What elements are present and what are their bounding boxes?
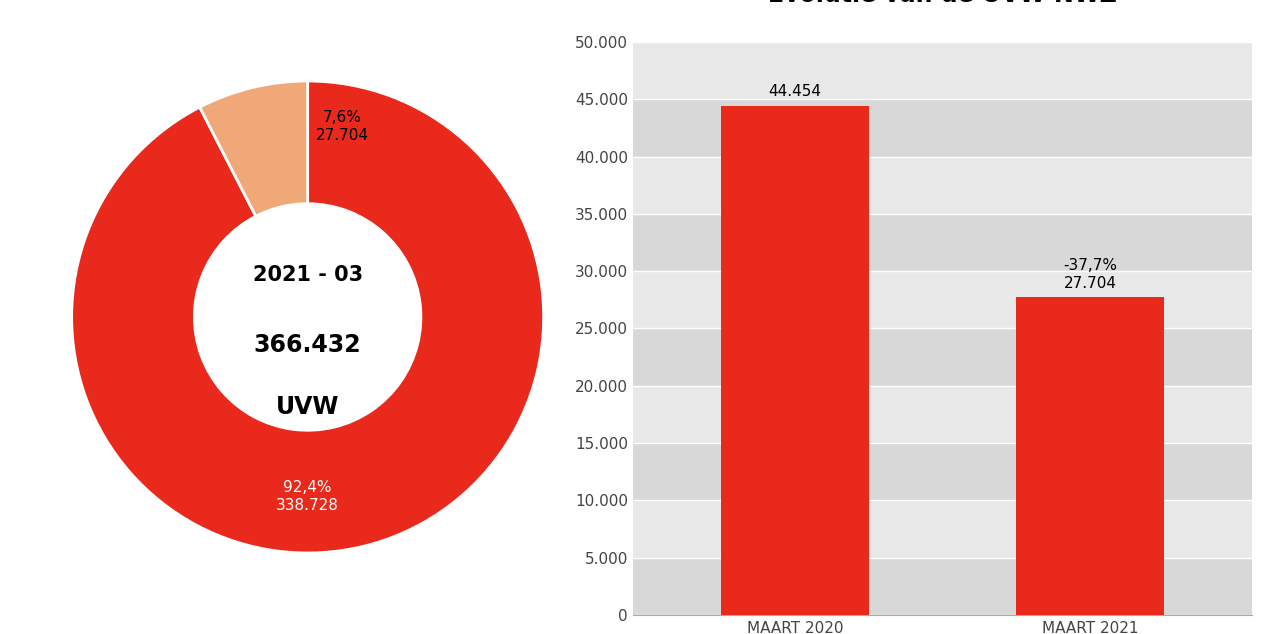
Bar bbox=[632, 443, 1252, 500]
Text: 92,4%
338.728: 92,4% 338.728 bbox=[276, 480, 339, 512]
Bar bbox=[632, 100, 1252, 157]
Text: 44.454: 44.454 bbox=[769, 84, 821, 99]
Bar bbox=[632, 42, 1252, 100]
Bar bbox=[721, 105, 869, 615]
Text: 7,6%
27.704: 7,6% 27.704 bbox=[315, 110, 368, 143]
Text: UVW: UVW bbox=[276, 395, 339, 418]
Text: 2021 - 03: 2021 - 03 bbox=[253, 264, 363, 285]
Text: 366.432: 366.432 bbox=[254, 333, 362, 358]
Wedge shape bbox=[72, 81, 544, 553]
Bar bbox=[632, 328, 1252, 385]
Wedge shape bbox=[200, 81, 307, 216]
Bar bbox=[632, 385, 1252, 443]
Bar bbox=[632, 157, 1252, 214]
Title: Evolutie van de UVW-NWZ: Evolutie van de UVW-NWZ bbox=[768, 0, 1117, 8]
Bar bbox=[632, 500, 1252, 558]
Text: -37,7%
27.704: -37,7% 27.704 bbox=[1063, 258, 1117, 290]
Bar bbox=[632, 271, 1252, 328]
Bar bbox=[1016, 297, 1164, 615]
Bar bbox=[632, 558, 1252, 615]
Bar bbox=[632, 214, 1252, 271]
